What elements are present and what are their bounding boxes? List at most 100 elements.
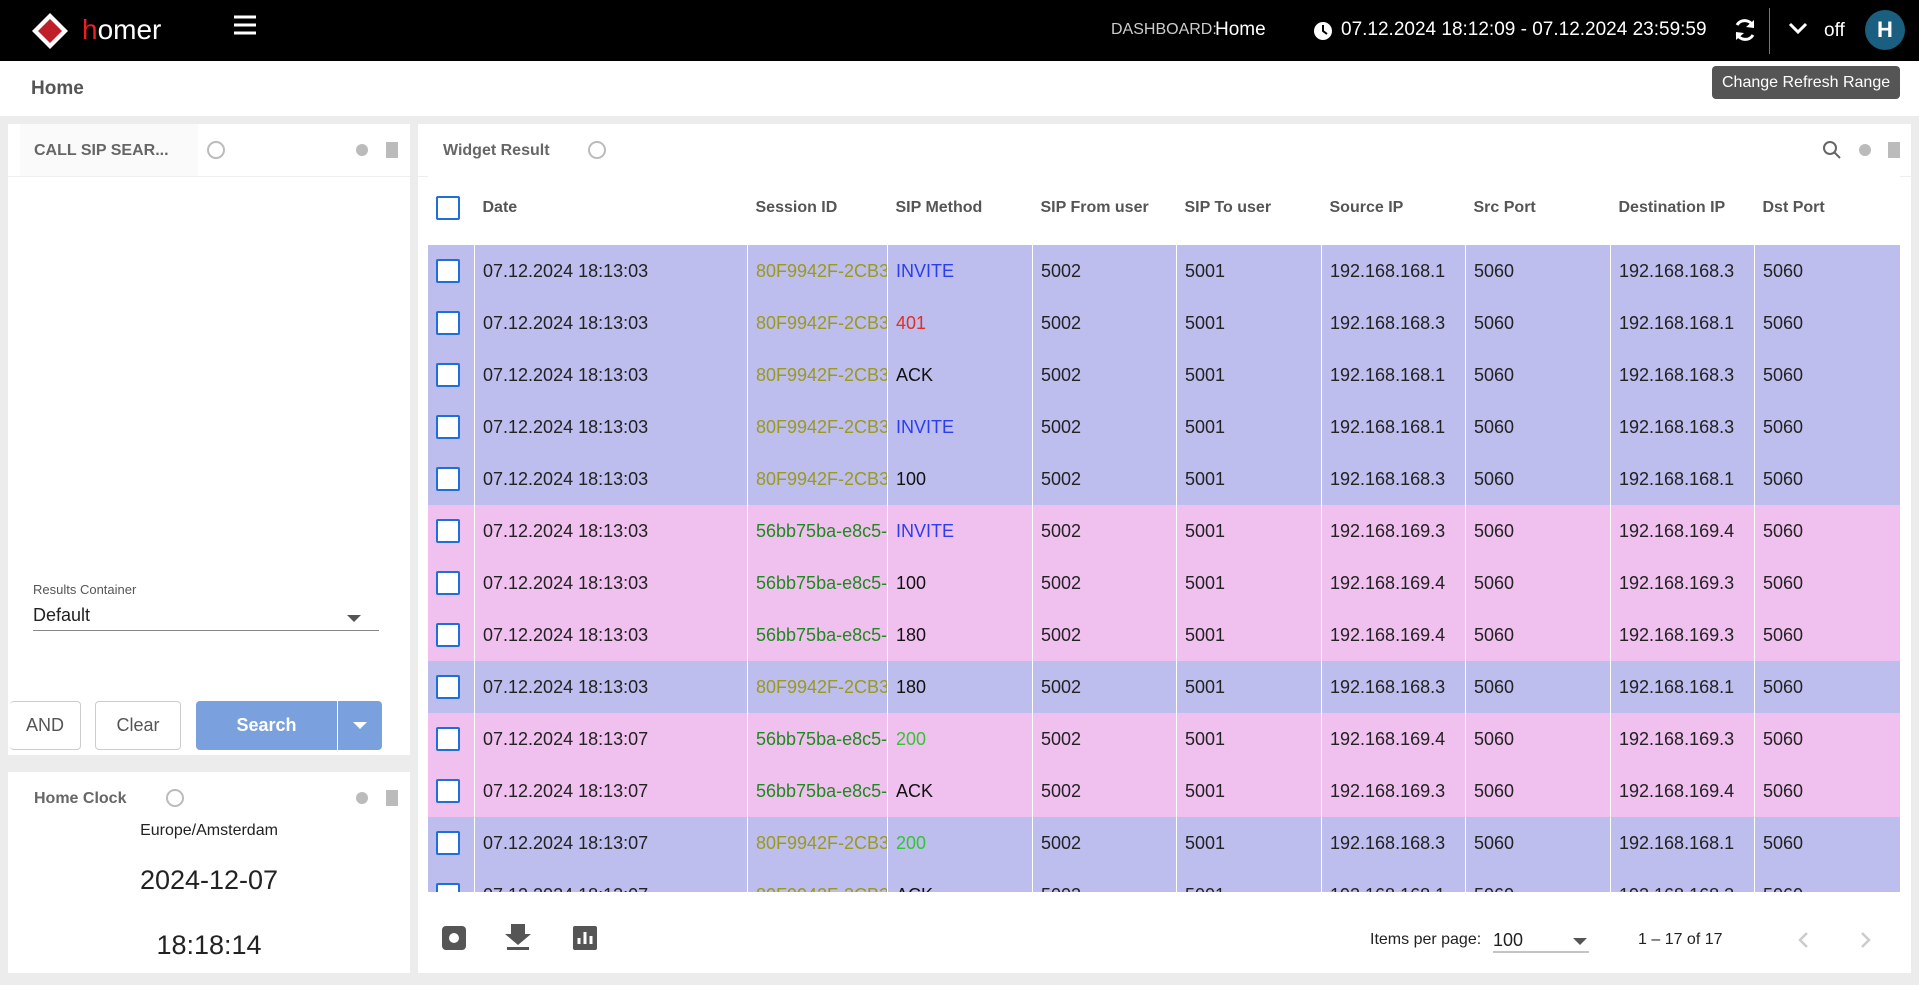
row[interactable]: 07.12.2024 18:13:03 56bb75ba-e8c5- 180 5002…: [427, 609, 1900, 661]
cell: 5060: [1465, 245, 1611, 297]
cell: 192.168.169.3: [1610, 557, 1755, 609]
timezone: Europe/Amsterdam: [140, 822, 278, 839]
tooltip: Change Refresh Range: [1712, 66, 1901, 99]
select-value: Default: [33, 605, 91, 625]
cell: 5001: [1176, 401, 1322, 453]
cell: 5060: [1754, 713, 1900, 765]
cell: [427, 401, 475, 453]
row[interactable]: 07.12.2024 18:13:03 80F9942F-2CB3 100 5002 5…: [427, 453, 1900, 505]
header-cell[interactable]: SIP To user: [1176, 171, 1322, 245]
row[interactable]: 07.12.2024 18:13:07 56bb75ba-e8c5- ACK 5002…: [427, 765, 1900, 817]
cell: 192.168.168.3: [1610, 349, 1755, 401]
header-cell[interactable]: Date: [474, 171, 748, 245]
row[interactable]: 07.12.2024 18:13:03 80F9942F-2CB3 180 5002 5…: [427, 661, 1900, 713]
cell: 5002: [1032, 817, 1177, 869]
breadcrumb-bar: Home: [0, 61, 1919, 116]
cell: 5060: [1465, 765, 1611, 817]
row[interactable]: 07.12.2024 18:13:03 80F9942F-2CB3 ACK 5002 5…: [427, 349, 1900, 401]
checkbox[interactable]: [436, 363, 460, 387]
items-per-page[interactable]: 100: [1493, 930, 1524, 950]
checkbox[interactable]: [436, 519, 460, 543]
cell: 07.12.2024 18:13:03: [474, 609, 748, 661]
row[interactable]: 07.12.2024 18:13:03 80F9942F-2CB3 INVITE 50…: [427, 401, 1900, 453]
cell: 5060: [1465, 817, 1611, 869]
row[interactable]: 07.12.2024 18:13:03 56bb75ba-e8c5- 100 5002…: [427, 557, 1900, 609]
dropdown-icon[interactable]: [1788, 22, 1808, 36]
cell: 5001: [1176, 713, 1322, 765]
cell: 192.168.168.3: [1610, 401, 1755, 453]
cell: 07.12.2024 18:13:03: [474, 245, 748, 297]
checkbox[interactable]: [436, 311, 460, 335]
header-cell[interactable]: Source IP: [1321, 171, 1466, 245]
cell: 100: [887, 453, 1033, 505]
checkbox[interactable]: [436, 571, 460, 595]
cell: 5002: [1032, 713, 1177, 765]
checkbox[interactable]: [436, 883, 460, 892]
checkbox[interactable]: [436, 467, 460, 491]
checkbox[interactable]: [435, 196, 460, 220]
cell: 192.168.168.3: [1610, 245, 1755, 297]
row[interactable]: 07.12.2024 18:13:07 56bb75ba-e8c5- 200 5002…: [427, 713, 1900, 765]
checkbox[interactable]: [436, 623, 460, 647]
cell: 56bb75ba-e8c5-: [747, 557, 888, 609]
cell: 5060: [1465, 713, 1611, 765]
results-select[interactable]: Default: [33, 605, 379, 631]
header-cell[interactable]: Destination IP: [1610, 171, 1755, 245]
checkbox[interactable]: [436, 259, 460, 283]
cell: 5060: [1754, 817, 1900, 869]
settings-toggle[interactable]: [232, 12, 258, 38]
cell: [427, 817, 475, 869]
cell: 200: [887, 713, 1033, 765]
header-cell[interactable]: SIP From user: [1032, 171, 1177, 245]
checkbox[interactable]: [436, 415, 460, 439]
refresh-icon[interactable]: [1732, 17, 1758, 43]
row[interactable]: 07.12.2024 18:13:03 56bb75ba-e8c5- INVITE 5…: [427, 505, 1900, 557]
header-cell[interactable]: Session ID: [747, 171, 888, 245]
cell: [427, 453, 475, 505]
search-button[interactable]: Search: [196, 701, 337, 750]
cell: [427, 297, 475, 349]
header-row: Date Session ID SIP Method SIP From user SIP…: [427, 171, 1900, 245]
row[interactable]: 07.12.2024 18:13:07 80F9942F-2CB3 200 5002 5…: [427, 817, 1900, 869]
logo-icon: [32, 13, 68, 49]
row[interactable]: 07.12.2024 18:13:03 80F9942F-2CB3 INVITE 50…: [427, 245, 1900, 297]
time-range[interactable]: 07.12.2024 18:12:09 - 07.12.2024 23:59:5…: [1341, 19, 1707, 40]
cell: 192.168.168.3: [1321, 453, 1466, 505]
header-cell[interactable]: Dst Port: [1754, 171, 1900, 245]
header-cell[interactable]: SIP Method: [887, 171, 1033, 245]
cell: 5001: [1176, 609, 1322, 661]
header-cell[interactable]: Src Port: [1465, 171, 1611, 245]
search-menu[interactable]: [338, 701, 382, 750]
cell: 401: [887, 297, 1033, 349]
row[interactable]: 07.12.2024 18:13:0780F9942F-2CB3ACK50025…: [427, 869, 1900, 892]
cell: 07.12.2024 18:13:03: [474, 505, 748, 557]
cell: 07.12.2024 18:13:07: [474, 817, 748, 869]
cell: 180: [887, 661, 1033, 713]
avatar[interactable]: H: [1865, 10, 1905, 50]
cell: INVITE: [887, 245, 1033, 297]
checkbox[interactable]: [436, 779, 460, 803]
cell: 80F9942F-2CB3: [747, 297, 888, 349]
cell: 192.168.169.3: [1610, 609, 1755, 661]
widget-tab[interactable]: [20, 124, 198, 176]
dashboard-label: DASHBOARD:: [1111, 21, 1217, 38]
header-cell: [427, 171, 475, 245]
dashboard-name: Home: [1215, 19, 1266, 40]
clear-button[interactable]: Clear: [95, 701, 181, 750]
cell: 5060: [1465, 401, 1611, 453]
checkbox[interactable]: [436, 675, 460, 699]
cell: 5002: [1032, 401, 1177, 453]
divider: [1769, 8, 1770, 54]
checkbox[interactable]: [436, 727, 460, 751]
cell: 5001: [1176, 349, 1322, 401]
cell: 80F9942F-2CB3: [747, 661, 888, 713]
and-button[interactable]: AND: [10, 701, 81, 750]
widget-title: Home Clock: [34, 790, 127, 807]
checkbox[interactable]: [436, 831, 460, 855]
cell: 192.168.168.3: [1321, 661, 1466, 713]
refresh-state[interactable]: off: [1824, 20, 1845, 41]
row[interactable]: 07.12.2024 18:13:03 80F9942F-2CB3 401 5002 5…: [427, 297, 1900, 349]
cell: 5001: [1176, 245, 1322, 297]
clock-date: 2024-12-07: [139, 865, 279, 895]
